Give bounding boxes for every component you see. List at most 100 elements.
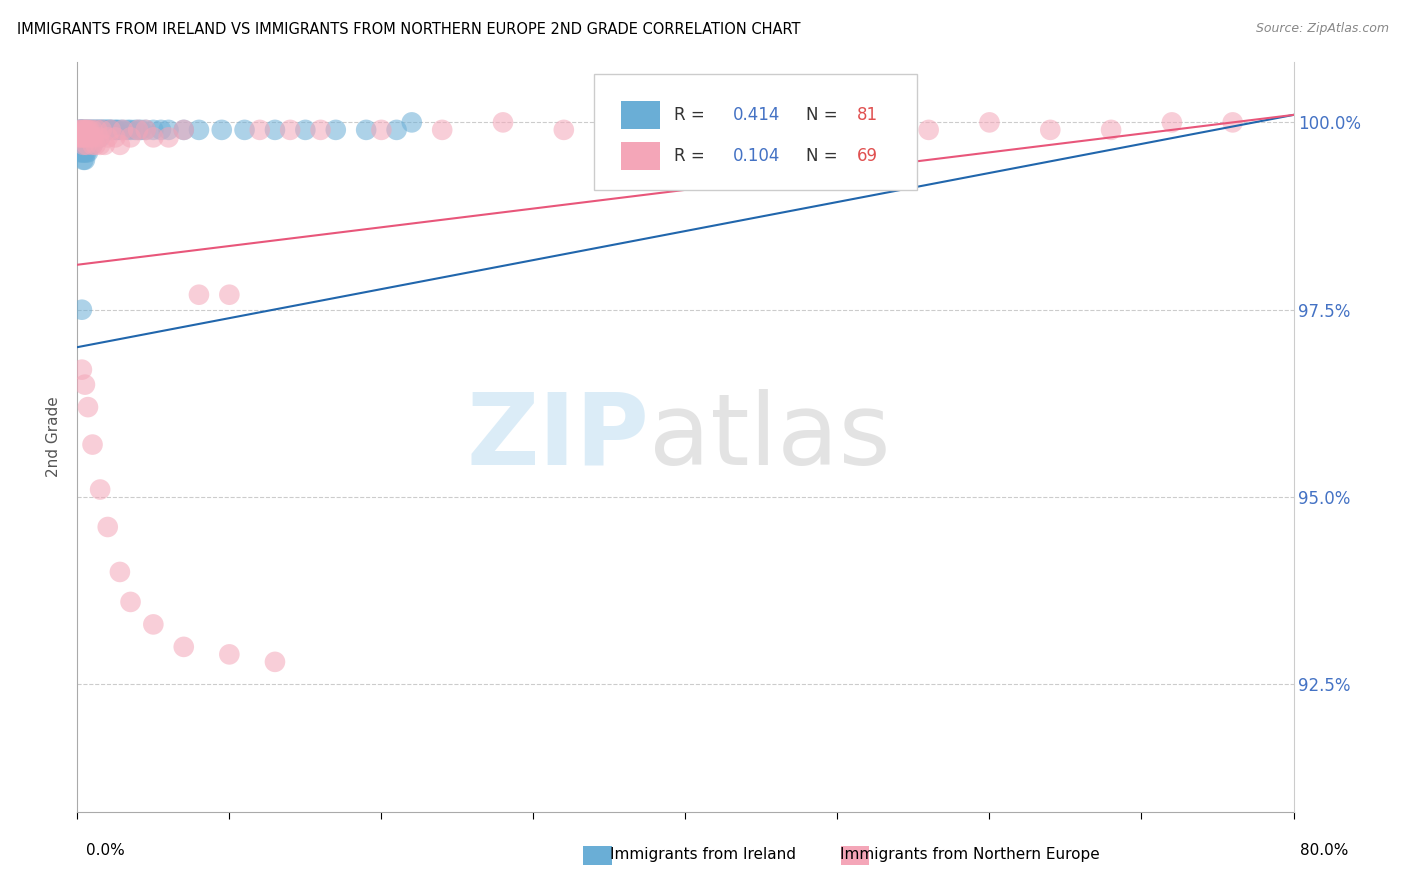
Point	[72, 153, 94, 167]
Point	[70, 362, 93, 376]
Point	[77, 130, 100, 145]
Point	[72, 123, 94, 137]
Point	[1039, 123, 1062, 137]
Point	[69, 130, 91, 145]
Point	[70, 130, 93, 145]
Point	[111, 123, 134, 137]
Point	[72, 137, 94, 152]
Point	[233, 123, 256, 137]
Text: atlas: atlas	[650, 389, 890, 485]
Point	[80, 130, 103, 145]
Point	[82, 123, 104, 137]
Text: IMMIGRANTS FROM IRELAND VS IMMIGRANTS FROM NORTHERN EUROPE 2ND GRADE CORRELATION: IMMIGRANTS FROM IRELAND VS IMMIGRANTS FR…	[17, 22, 800, 37]
Point	[1161, 115, 1184, 129]
Point	[188, 123, 211, 137]
Text: Source: ZipAtlas.com: Source: ZipAtlas.com	[1256, 22, 1389, 36]
Text: Immigrants from Ireland: Immigrants from Ireland	[610, 847, 796, 862]
Point	[264, 123, 287, 137]
Point	[1099, 123, 1122, 137]
Point	[135, 123, 157, 137]
Point	[157, 123, 180, 137]
Point	[72, 130, 94, 145]
Point	[90, 123, 112, 137]
Point	[82, 137, 104, 152]
Point	[211, 123, 233, 137]
Point	[93, 123, 115, 137]
Point	[120, 123, 142, 137]
Point	[108, 123, 131, 137]
Point	[108, 137, 131, 152]
Point	[79, 123, 101, 137]
Point	[73, 123, 96, 137]
Point	[97, 130, 120, 145]
Point	[89, 130, 111, 145]
Point	[142, 123, 165, 137]
Point	[69, 123, 91, 137]
Point	[370, 123, 392, 137]
Point	[70, 302, 93, 317]
Point	[98, 123, 121, 137]
Point	[77, 130, 100, 145]
FancyBboxPatch shape	[595, 74, 917, 190]
Text: Immigrants from Northern Europe: Immigrants from Northern Europe	[841, 847, 1099, 862]
Point	[120, 595, 142, 609]
Point	[1222, 115, 1244, 129]
Point	[73, 130, 96, 145]
Text: N =: N =	[806, 106, 842, 124]
Text: 81: 81	[856, 106, 877, 124]
Point	[86, 130, 108, 145]
Point	[492, 115, 515, 129]
Point	[264, 655, 287, 669]
Point	[127, 123, 149, 137]
Point	[75, 130, 97, 145]
Point	[108, 565, 131, 579]
Point	[111, 123, 134, 137]
Text: 0.104: 0.104	[733, 147, 780, 165]
Point	[142, 617, 165, 632]
Point	[72, 130, 94, 145]
Point	[83, 130, 105, 145]
Point	[90, 123, 112, 137]
Point	[142, 130, 165, 145]
Point	[430, 123, 453, 137]
Point	[70, 123, 93, 137]
Point	[77, 123, 100, 137]
Point	[173, 640, 195, 654]
Point	[385, 123, 408, 137]
Point	[675, 123, 697, 137]
Point	[73, 377, 96, 392]
Point	[401, 115, 423, 129]
Point	[80, 123, 103, 137]
Point	[104, 123, 127, 137]
Point	[84, 137, 107, 152]
Point	[100, 123, 122, 137]
Point	[77, 137, 100, 152]
Text: R =: R =	[675, 147, 710, 165]
Point	[553, 123, 575, 137]
Point	[70, 123, 93, 137]
Text: R =: R =	[675, 106, 710, 124]
Point	[309, 123, 332, 137]
Point	[101, 123, 124, 137]
Point	[69, 145, 91, 160]
Point	[77, 400, 100, 414]
Point	[80, 137, 103, 152]
Point	[79, 137, 101, 152]
Point	[89, 483, 111, 497]
Bar	[621, 142, 659, 170]
Point	[135, 123, 157, 137]
Point	[89, 123, 111, 137]
Point	[69, 130, 91, 145]
Point	[73, 130, 96, 145]
Point	[73, 123, 96, 137]
Point	[79, 123, 101, 137]
Point	[796, 123, 818, 137]
Point	[157, 130, 180, 145]
Point	[77, 123, 100, 137]
Point	[72, 123, 94, 137]
Point	[83, 130, 105, 145]
Point	[129, 123, 152, 137]
Point	[82, 123, 104, 137]
Point	[70, 145, 93, 160]
Point	[856, 115, 879, 129]
